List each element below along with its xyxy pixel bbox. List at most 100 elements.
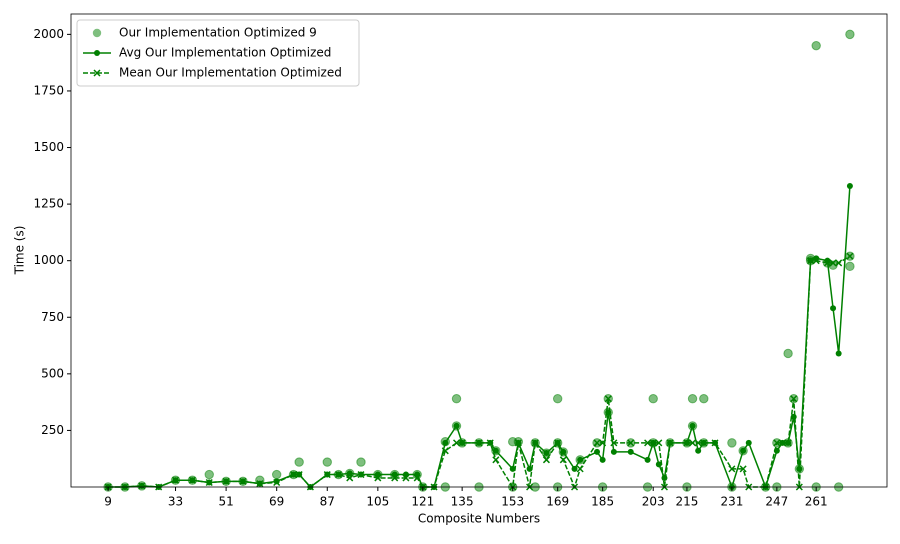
mean-marker	[554, 439, 562, 447]
mean-marker	[239, 477, 247, 485]
legend-label: Our Implementation Optimized 9	[119, 26, 317, 40]
mean-marker	[689, 439, 697, 447]
avg-marker	[577, 456, 584, 463]
mean-marker	[475, 439, 483, 447]
mean-marker	[784, 439, 792, 447]
mean-marker	[666, 439, 674, 447]
legend-label: Avg Our Implementation Optimized	[119, 46, 331, 60]
avg-marker	[610, 448, 617, 455]
avg-marker	[442, 439, 449, 446]
mean-marker	[610, 439, 618, 447]
y-tick-label: 1750	[33, 83, 64, 97]
x-tick-label: 87	[320, 495, 335, 509]
mean-marker	[829, 259, 837, 267]
scatter-point	[552, 394, 563, 404]
scatter-point	[845, 29, 855, 40]
mean-marker	[514, 439, 522, 447]
legend-marker	[94, 50, 100, 56]
mean-marker	[823, 259, 831, 267]
mean-marker	[346, 474, 354, 482]
avg-marker	[492, 447, 499, 454]
mean-marker	[807, 257, 815, 265]
scatter-point	[271, 469, 282, 480]
x-tick-label: 185	[591, 495, 614, 509]
mean-marker	[171, 476, 180, 484]
y-axis-label: Time (s)	[13, 226, 27, 276]
x-tick-label: 153	[501, 495, 524, 509]
mean-marker	[700, 439, 708, 447]
mean-marker	[644, 439, 652, 447]
mean-marker	[374, 474, 382, 482]
mean-marker	[835, 259, 843, 267]
mean-marker	[593, 439, 601, 447]
avg-marker	[599, 456, 606, 463]
avg-marker	[543, 450, 550, 457]
scatter-point	[294, 457, 304, 467]
mean-marker	[205, 478, 213, 487]
mean-marker	[323, 471, 331, 479]
x-tick-label: 261	[805, 495, 828, 509]
mean-marker	[739, 465, 747, 473]
avg-marker	[695, 447, 702, 454]
mean-marker	[649, 439, 657, 447]
mean-marker	[559, 456, 567, 464]
scatter-point	[687, 394, 698, 404]
scatter-point	[204, 469, 214, 480]
x-tick-label: 51	[218, 495, 233, 509]
x-tick-label: 135	[451, 495, 474, 509]
mean-marker	[542, 456, 550, 464]
avg-marker	[689, 422, 696, 429]
mean-marker	[812, 257, 820, 265]
x-tick-label: 121	[411, 495, 434, 509]
y-tick-label: 1500	[33, 140, 64, 154]
x-tick-label: 231	[720, 495, 743, 509]
legend-box	[76, 19, 360, 87]
mean-marker	[694, 439, 702, 447]
mean-marker	[604, 395, 612, 403]
mean-marker	[711, 439, 719, 447]
mean-marker	[273, 478, 281, 487]
mean-marker	[773, 439, 781, 447]
avg-marker	[571, 465, 578, 472]
avg-marker	[796, 465, 803, 472]
mean-marker	[531, 439, 539, 447]
avg-marker	[655, 461, 662, 468]
x-tick-label: 169	[546, 495, 569, 509]
avg-marker	[594, 448, 601, 455]
mean-marker	[295, 471, 303, 479]
mean-marker	[576, 465, 584, 473]
mean-marker	[683, 439, 691, 447]
mean-marker	[599, 439, 607, 447]
avg-marker	[644, 456, 651, 463]
x-tick-label: 105	[366, 495, 389, 509]
mean-marker	[627, 439, 635, 447]
mean-marker	[655, 439, 663, 447]
mean-marker	[402, 474, 410, 482]
scatter-point	[322, 457, 332, 467]
mean-marker	[728, 465, 736, 473]
plot-frame	[70, 13, 888, 488]
mean-marker	[452, 439, 461, 447]
mean-marker	[458, 439, 466, 447]
avg-marker	[846, 183, 853, 189]
scatter-point	[811, 40, 821, 51]
legend-marker	[93, 69, 101, 77]
mean-marker	[391, 474, 399, 482]
legend-marker	[92, 28, 102, 38]
x-tick-label: 203	[642, 495, 665, 509]
scatter-point	[727, 438, 737, 448]
mean-marker	[492, 456, 500, 464]
avg-marker	[740, 447, 747, 454]
mean-marker	[290, 471, 298, 479]
y-tick-label: 2000	[33, 27, 64, 41]
avg-marker	[835, 350, 842, 357]
scatter-point	[451, 394, 462, 404]
mean-marker	[413, 474, 421, 482]
y-tick-label: 1250	[33, 197, 64, 211]
mean-marker	[188, 476, 196, 484]
y-tick-label: 1000	[33, 253, 64, 267]
mean-marker	[222, 477, 230, 485]
mean-marker	[138, 482, 146, 490]
mean-marker	[256, 480, 264, 488]
